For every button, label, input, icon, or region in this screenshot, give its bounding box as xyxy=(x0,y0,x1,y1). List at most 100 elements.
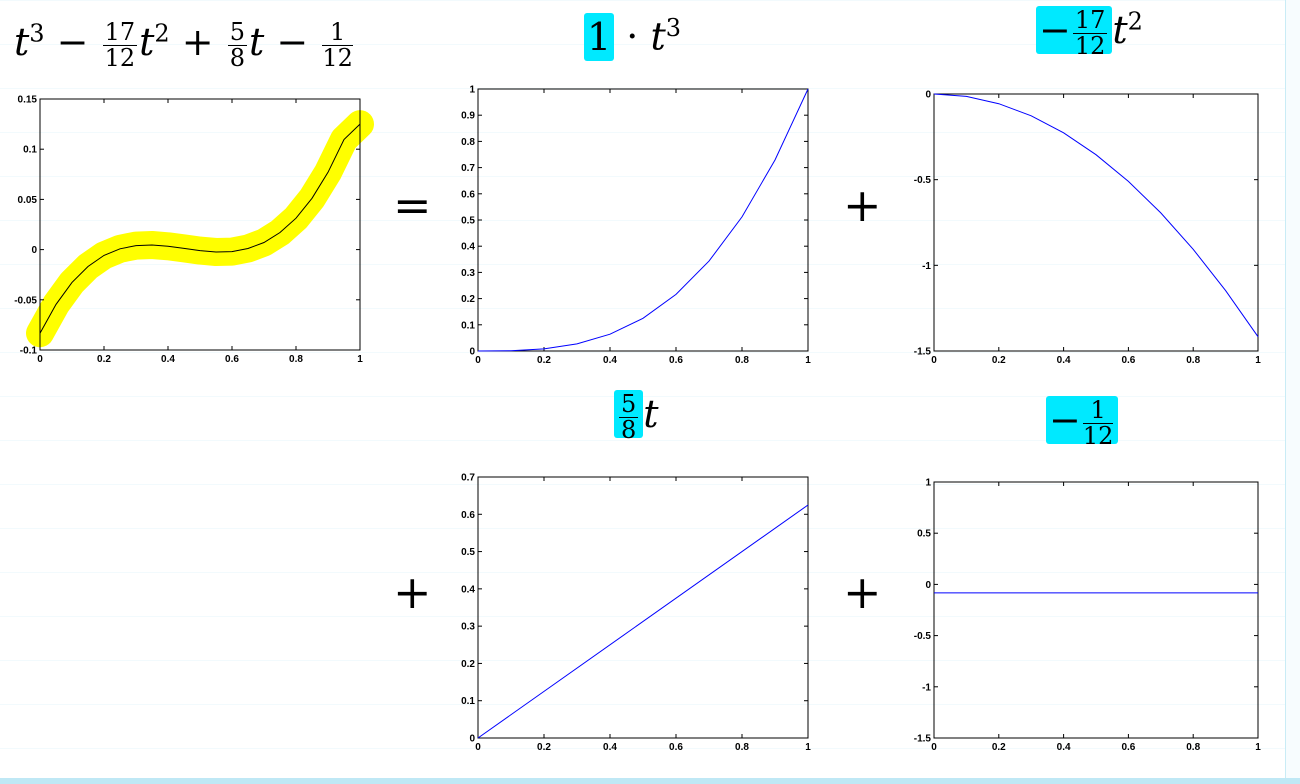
term2-formula: −17 12 t2 xyxy=(1036,6,1143,59)
term2-t: t xyxy=(1112,8,1128,53)
x-tick-label: 0.6 xyxy=(669,742,683,753)
term1-t: t xyxy=(650,14,666,59)
x-tick-label: 0 xyxy=(37,354,43,365)
y-tick-label: 0 xyxy=(925,90,931,101)
y-tick-label: 0.6 xyxy=(461,189,475,200)
x-tick-label: 0.8 xyxy=(1186,355,1200,366)
x-tick-label: 0.8 xyxy=(1186,742,1200,753)
x-tick-label: 1 xyxy=(805,742,811,753)
term2-minus: − xyxy=(1039,8,1071,53)
term4-formula: −1 12 xyxy=(1046,396,1119,449)
main-formula-fraction-1-den: 12 xyxy=(104,44,136,73)
y-tick-label: 0.15 xyxy=(18,95,38,106)
x-tick-label: 1 xyxy=(805,355,811,366)
term3-fraction-den: 8 xyxy=(621,416,637,445)
y-tick-label: 1 xyxy=(469,85,475,96)
y-tick-label: -0.5 xyxy=(914,631,932,642)
y-tick-label: -0.1 xyxy=(20,346,38,357)
term1-coefficient: 1 xyxy=(584,12,615,61)
x-tick-label: 0.2 xyxy=(992,742,1006,753)
y-tick-label: 0.1 xyxy=(461,320,475,331)
y-tick-label: 0.1 xyxy=(23,145,37,156)
y-tick-label: 0.4 xyxy=(461,584,475,595)
main-formula-fraction-3-den: 12 xyxy=(322,44,353,73)
y-tick-label: 0.8 xyxy=(461,137,475,148)
y-tick-label: 0.7 xyxy=(461,163,475,174)
plot-frame xyxy=(477,476,809,739)
plus-sign-top-right: + xyxy=(843,178,882,232)
x-tick-label: 0 xyxy=(475,742,481,753)
main-formula-minus-1: − xyxy=(56,20,89,65)
x-tick-label: 0.8 xyxy=(735,355,749,366)
x-tick-label: 0.4 xyxy=(1057,355,1071,366)
y-tick-label: -1.5 xyxy=(914,734,932,745)
y-tick-label: -1 xyxy=(922,682,931,693)
main-formula-minus-2: − xyxy=(276,20,309,65)
x-tick-label: 1 xyxy=(1255,355,1261,366)
x-tick-label: 0 xyxy=(931,355,937,366)
y-tick-label: 0.3 xyxy=(461,268,475,279)
main-formula-fraction-1: 17 12 xyxy=(102,18,138,73)
bottom-edge-strip xyxy=(0,778,1300,784)
main-formula-fraction-1-num: 17 xyxy=(102,18,138,47)
y-tick-label: 0 xyxy=(469,734,475,745)
y-tick-label: 0.3 xyxy=(461,622,475,633)
x-tick-label: 1 xyxy=(1255,742,1261,753)
term4-fraction-num: 1 xyxy=(1082,397,1114,425)
x-tick-label: 0.6 xyxy=(225,354,239,365)
plot-frame xyxy=(933,93,1259,352)
main-formula-fraction-3: 1 12 xyxy=(322,19,353,73)
y-tick-label: 0.5 xyxy=(461,547,475,558)
x-tick-label: 0.2 xyxy=(537,742,551,753)
equals-sign: = xyxy=(393,178,432,232)
main-formula-t-exponent: 3 xyxy=(29,19,45,48)
series-line xyxy=(477,88,809,352)
x-tick-label: 0 xyxy=(475,355,481,366)
right-edge-strip xyxy=(1285,0,1300,784)
x-tick-label: 0.6 xyxy=(669,355,683,366)
x-tick-label: 0.4 xyxy=(603,742,617,753)
term4-minus: − xyxy=(1049,398,1081,443)
y-tick-label: 0.05 xyxy=(18,195,38,206)
y-tick-label: 0.9 xyxy=(461,111,475,122)
main-formula-t2-exponent: 2 xyxy=(154,19,170,48)
main-formula-t3: t xyxy=(249,20,265,65)
y-tick-label: 0 xyxy=(31,245,37,256)
x-tick-label: 0.8 xyxy=(289,354,303,365)
y-tick-label: 0.7 xyxy=(461,473,475,484)
x-tick-label: 0.4 xyxy=(1057,742,1071,753)
term2-fraction-den: 12 xyxy=(1074,32,1106,61)
y-tick-label: -1 xyxy=(922,261,931,272)
y-tick-label: 0.1 xyxy=(461,696,475,707)
x-tick-label: 0.4 xyxy=(603,355,617,366)
term2-coefficient: −17 12 xyxy=(1036,6,1113,59)
y-tick-label: -0.05 xyxy=(14,295,37,306)
term1-formula: 1 · t3 xyxy=(584,12,681,61)
main-formula-fraction-2-num: 5 xyxy=(227,18,248,47)
y-tick-label: 0.2 xyxy=(461,294,475,305)
term4-fraction: 1 12 xyxy=(1082,397,1114,451)
x-tick-label: 0.4 xyxy=(161,354,175,365)
plot-frame xyxy=(933,481,1259,739)
y-tick-label: 0.5 xyxy=(917,529,931,540)
term4-fraction-den: 12 xyxy=(1082,422,1114,451)
term2-fraction: 17 12 xyxy=(1072,7,1108,61)
main-formula-plus: + xyxy=(181,20,214,65)
y-tick-label: -0.5 xyxy=(914,175,932,186)
main-formula-t: t xyxy=(14,20,30,65)
y-tick-label: -1.5 xyxy=(914,347,932,358)
y-tick-label: 0.5 xyxy=(461,216,475,227)
x-tick-label: 0.2 xyxy=(992,355,1006,366)
main-formula-t2: t xyxy=(139,20,155,65)
main-formula-fraction-2-den: 8 xyxy=(229,44,246,73)
term4-coefficient: −1 12 xyxy=(1046,396,1119,449)
term2-exponent: 2 xyxy=(1127,7,1143,36)
